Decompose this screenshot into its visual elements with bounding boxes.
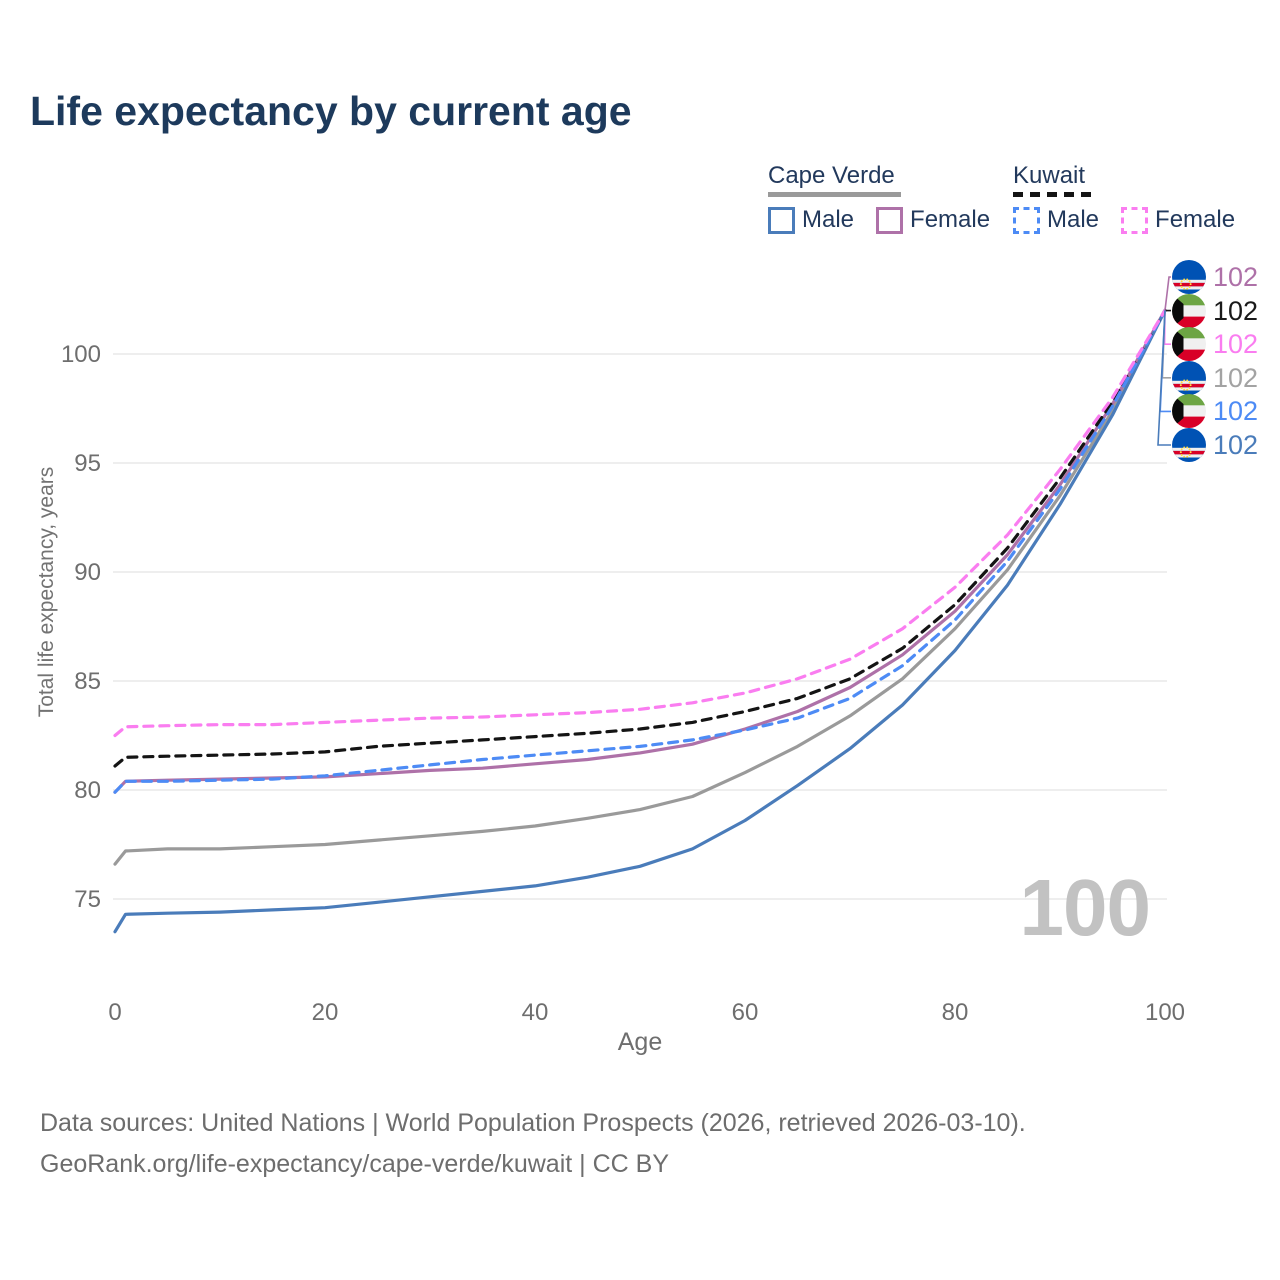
y-axis-title: Total life expectancy, years bbox=[35, 466, 58, 718]
legend-group-cape-verde: Cape Verde Male Female bbox=[768, 163, 990, 234]
series-line-cape-verde-male bbox=[113, 308, 1167, 934]
x-tick-label: 40 bbox=[522, 999, 549, 1026]
leader-line bbox=[1157, 310, 1171, 446]
kuwait-female-swatch-icon bbox=[1121, 206, 1149, 234]
leader-line bbox=[1164, 276, 1171, 311]
legend-label: Female bbox=[1155, 206, 1236, 233]
x-tick-label: 80 bbox=[942, 999, 969, 1026]
x-tick-label: 60 bbox=[732, 999, 759, 1026]
footer: Data sources: United Nations | World Pop… bbox=[40, 1103, 1026, 1185]
x-tick-label: 0 bbox=[108, 999, 121, 1026]
page-title: Life expectancy by current age bbox=[30, 88, 632, 134]
legend-country-cape-verde: Cape Verde bbox=[768, 162, 895, 189]
y-tick-label: 95 bbox=[74, 450, 101, 477]
series-line-cape-verde-female bbox=[113, 308, 1167, 794]
x-tick-label: 20 bbox=[312, 999, 339, 1026]
legend-item-kuwait-male[interactable]: Male bbox=[1013, 206, 1099, 234]
kuwait-male-swatch-icon bbox=[1013, 206, 1040, 234]
series-line-kuwait-female bbox=[113, 308, 1167, 738]
source-line: Data sources: United Nations | World Pop… bbox=[40, 1109, 1026, 1137]
legend-item-cape-verde-female[interactable]: Female bbox=[876, 206, 990, 234]
y-tick-label: 100 bbox=[61, 341, 101, 368]
x-axis-title: Age bbox=[618, 1028, 662, 1056]
legend-item-kuwait-female[interactable]: Female bbox=[1121, 206, 1235, 234]
y-tick-label: 75 bbox=[74, 886, 101, 913]
legend-label: Male bbox=[1047, 206, 1100, 233]
legend-label: Male bbox=[802, 206, 855, 233]
y-tick-label: 85 bbox=[74, 668, 101, 695]
y-tick-label: 80 bbox=[74, 777, 101, 804]
legend-item-cape-verde-male[interactable]: Male bbox=[768, 206, 854, 234]
legend-country-kuwait: Kuwait bbox=[1013, 162, 1086, 189]
series-line-kuwait-both bbox=[113, 308, 1167, 768]
legend-group-kuwait: Kuwait Male Female bbox=[1013, 163, 1235, 234]
series-line-cape-verde-both bbox=[113, 308, 1167, 866]
y-tick-label: 90 bbox=[74, 559, 101, 586]
license-link-line[interactable]: GeoRank.org/life-expectancy/cape-verde/k… bbox=[40, 1150, 670, 1178]
series-line-kuwait-male bbox=[113, 308, 1167, 794]
cape-verde-linestyle-key bbox=[768, 192, 901, 197]
cape-verde-male-swatch-icon bbox=[768, 206, 795, 234]
kuwait-linestyle-key bbox=[1013, 192, 1097, 197]
age-watermark: 100 bbox=[1019, 863, 1151, 952]
cape-verde-female-swatch-icon bbox=[876, 206, 904, 234]
x-tick-label: 100 bbox=[1145, 999, 1185, 1026]
legend-label: Female bbox=[910, 206, 991, 233]
